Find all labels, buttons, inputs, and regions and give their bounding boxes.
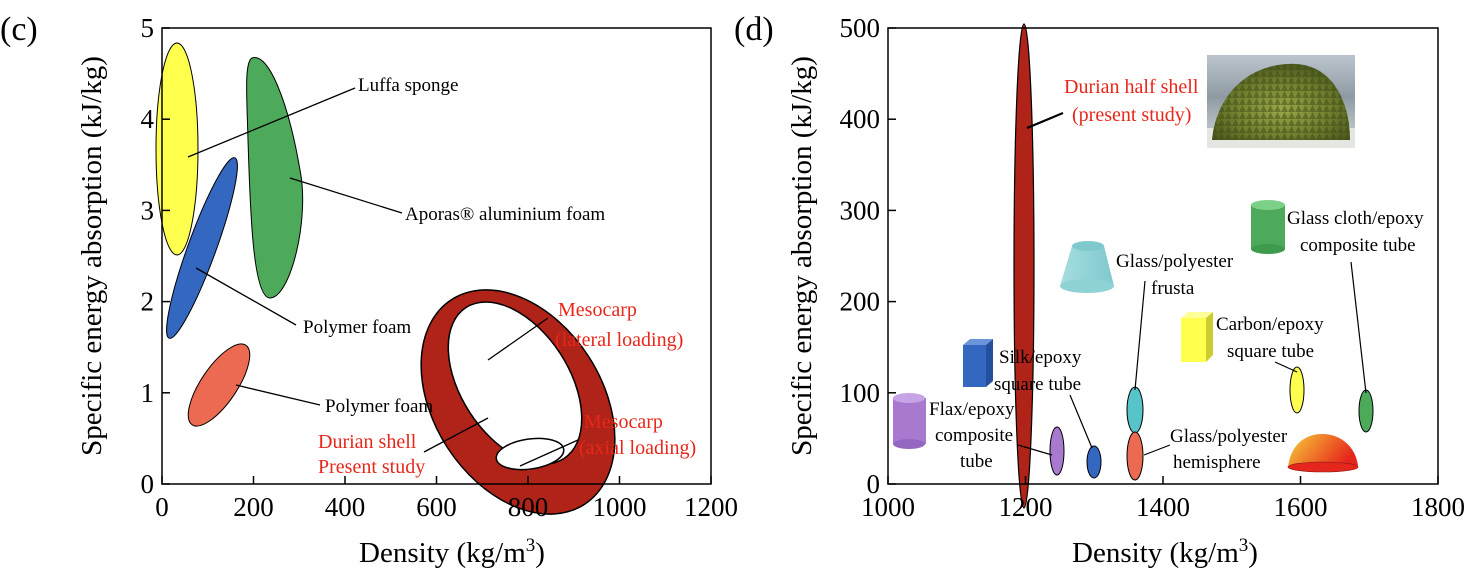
panel-c-x-tick-label: 600 [416,492,457,522]
annotation-mesocarp-lateral-2: (lateral loading) [555,329,683,351]
panel-d-y-tick-label: 300 [840,195,881,225]
annotation-glass-hemi-2: hemisphere [1173,452,1261,473]
panel-c-label: (c) [0,11,38,48]
annotation-glass-frusta-1: Glass/polyester [1116,251,1234,272]
panel-c-y-tick-label: 2 [141,287,155,317]
annotation-flax-1: Flax/epoxy [929,399,1015,420]
annotation-durian-half-1: Durian half shell [1064,76,1199,98]
panel-c-x-tick-label: 400 [325,492,366,522]
marker-glass-cloth-icon [1251,200,1285,254]
annotation-glass-frusta-2: frusta [1151,278,1195,299]
marker-flax-icon [893,393,926,449]
panel-c-x-tick-label: 1200 [684,492,738,522]
region-durian-shell [420,289,616,515]
leader-mesocarp-lateral [487,317,549,361]
panel-c-y-tick-label: 5 [141,13,155,43]
annotation-glass-cloth-2: composite tube [1300,235,1416,256]
annotation-durian-2: Present study [318,456,425,478]
annotation-flax-2: composite [935,425,1013,446]
panel-d-y-axis-title: Specific energy absorption (kJ/kg) [786,56,818,456]
panel-c: (c) Luffa sponge Aporas® aluminium foam … [0,11,738,569]
leader-durian-shell [423,417,489,453]
annotation-glass-cloth-1: Glass cloth/epoxy [1287,208,1424,229]
panel-c-y-axis-title: Specific energy absorption (kJ/kg) [76,56,108,456]
annotation-silk-1: Silk/epoxy [999,347,1082,368]
marker-durian-half-shell [1013,23,1035,509]
panel-c-y-tick-label: 4 [141,104,155,134]
annotation-mesocarp-lateral-1: Mesocarp [558,299,637,321]
panel-d-x-tick-label: 1400 [1136,492,1190,522]
marker-carbon-epoxy [1289,366,1305,414]
marker-glass-hemisphere [1126,431,1144,481]
panel-c-x-ticks: 0 200 400 600 800 1000 1200 [155,476,738,522]
leader-carbon [1274,361,1298,373]
leader-glass-hemisphere [1143,444,1171,456]
leader-mesocarp-axial [519,439,579,467]
annotation-carbon-2: square tube [1227,341,1314,362]
panel-d-y-tick-label: 0 [867,469,881,499]
panel-c-y-tick-label: 0 [141,469,155,499]
panel-d-y-tick-label: 100 [840,378,881,408]
marker-glass-cloth-epoxy [1358,389,1374,433]
panel-d-y-tick-label: 200 [840,287,881,317]
leader-durian-half-shell [1026,111,1064,130]
marker-silk-epoxy [1086,445,1102,479]
panel-d-y-tick-label: 500 [840,13,881,43]
marker-carbon-icon [1181,312,1213,362]
leader-polymer-blue [195,267,297,326]
leader-polymer-red [235,384,321,406]
annotation-durian-1: Durian shell [318,431,417,453]
region-aporas-foam [246,57,304,299]
leader-glass-cloth [1350,261,1367,394]
annotation-silk-2: square tube [994,374,1081,395]
marker-silk-icon [963,339,993,387]
marker-glass-frusta-icon [1060,241,1114,293]
annotation-durian-half-2: (present study) [1072,104,1191,126]
region-polymer-foam-red [187,343,251,427]
panel-d-x-tick-label: 1000 [861,492,915,522]
annotation-polymer-blue: Polymer foam [303,317,411,338]
panel-d-x-tick-label: 1600 [1274,492,1328,522]
marker-flax-epoxy [1049,426,1065,476]
annotation-mesocarp-axial-1: Mesocarp [584,411,663,433]
panel-d-y-tick-label: 400 [840,104,881,134]
annotation-luffa: Luffa sponge [358,75,458,96]
panel-c-x-tick-label: 0 [155,492,169,522]
annotation-aporas: Aporas® aluminium foam [405,204,605,225]
panel-c-x-tick-label: 1000 [593,492,647,522]
panel-c-x-axis-title: Density (kg/m3) [359,535,545,569]
panel-d-label: (d) [734,11,774,48]
panel-d-x-axis-title: Density (kg/m3) [1072,535,1258,569]
leader-flax [1017,444,1053,456]
panel-d-x-tick-label: 1800 [1411,492,1465,522]
panel-c-x-tick-label: 800 [508,492,549,522]
region-luffa-sponge [155,42,199,256]
marker-glass-hemisphere-icon [1287,434,1359,473]
annotation-mesocarp-axial-2: (axial loading) [579,437,696,459]
region-polymer-foam-blue [166,157,238,339]
annotation-polymer-red: Polymer foam [325,396,433,417]
panel-c-y-tick-label: 3 [141,195,155,225]
annotation-carbon-1: Carbon/epoxy [1216,314,1324,335]
panel-d-x-tick-label: 1200 [999,492,1053,522]
panel-c-y-ticks: 0 1 2 3 4 5 [141,13,170,499]
panel-d-x-ticks: 1000 1200 1400 1600 1800 [861,476,1465,522]
marker-glass-frusta [1126,386,1144,434]
leader-glass-frusta [1134,280,1146,391]
annotation-glass-hemi-1: Glass/polyester [1170,426,1288,447]
annotation-flax-3: tube [960,451,993,472]
panel-c-x-tick-label: 200 [233,492,274,522]
panel-d-y-ticks: 0 100 200 300 400 500 [840,13,896,499]
panel-c-y-tick-label: 1 [141,378,155,408]
leader-aporas [289,177,403,214]
leader-silk [1069,394,1093,449]
leader-luffa [187,87,356,158]
durian-photo [1207,55,1355,148]
panel-d: (d) [734,11,1465,569]
